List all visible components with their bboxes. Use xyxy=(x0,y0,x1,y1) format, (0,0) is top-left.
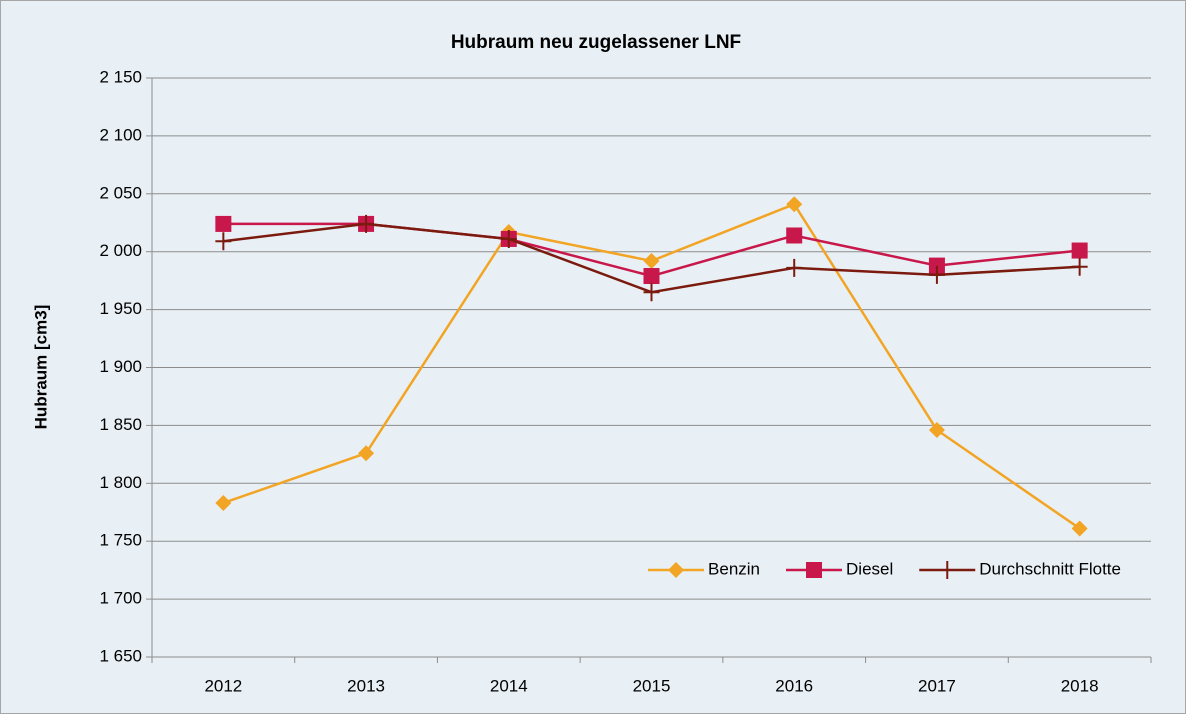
marker xyxy=(643,283,660,302)
y-tick-label: 1 750 xyxy=(99,531,142,550)
x-tick-label: 2014 xyxy=(490,676,528,695)
y-tick-label: 2 050 xyxy=(99,183,142,202)
x-tick-label: 2016 xyxy=(775,676,813,695)
marker xyxy=(215,215,232,232)
marker xyxy=(1071,242,1088,259)
marker xyxy=(215,232,232,251)
y-tick-label: 2 100 xyxy=(99,125,142,144)
marker xyxy=(500,229,517,248)
y-tick-label: 2 000 xyxy=(99,241,142,260)
marker xyxy=(928,257,945,274)
marker xyxy=(939,561,956,579)
y-tick-label: 1 900 xyxy=(99,357,142,376)
x-tick-label: 2013 xyxy=(347,676,385,695)
legend-label: Durchschnitt Flotte xyxy=(979,559,1121,578)
marker xyxy=(786,258,803,277)
x-tick-label: 2018 xyxy=(1061,676,1099,695)
y-axis-label: Hubraum [cm3] xyxy=(31,305,50,430)
marker xyxy=(928,422,945,439)
legend: Benzin Diesel Durchschnitt Flotte xyxy=(648,559,1121,579)
marker xyxy=(1071,257,1088,276)
y-tick-label: 1 850 xyxy=(99,415,142,434)
marker xyxy=(786,227,803,244)
x-tick-label: 2012 xyxy=(204,676,242,695)
y-tick-label: 1 700 xyxy=(99,589,142,608)
marker xyxy=(806,562,823,578)
marker xyxy=(928,265,945,284)
legend-label: Benzin xyxy=(708,559,760,578)
marker xyxy=(643,252,660,269)
chart-title: Hubraum neu zugelassener LNF xyxy=(451,32,741,53)
legend-label: Diesel xyxy=(846,559,893,578)
marker xyxy=(1071,520,1088,537)
marker xyxy=(643,268,660,285)
marker xyxy=(786,196,803,213)
x-tick-label: 2017 xyxy=(918,676,956,695)
marker xyxy=(358,445,375,462)
y-tick-label: 1 800 xyxy=(99,473,142,492)
x-tick-label: 2015 xyxy=(633,676,671,695)
marker xyxy=(668,562,685,578)
y-tick-label: 2 150 xyxy=(99,67,142,86)
marker xyxy=(358,214,375,233)
y-tick-label: 1 650 xyxy=(99,646,142,665)
marker xyxy=(215,494,232,511)
y-tick-label: 1 950 xyxy=(99,299,142,318)
